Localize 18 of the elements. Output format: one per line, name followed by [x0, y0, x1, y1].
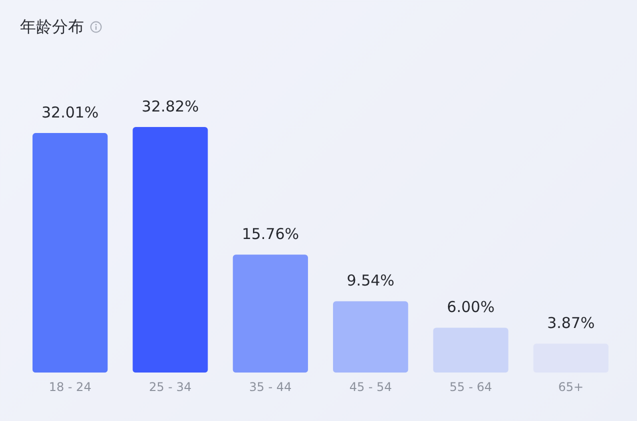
x-tick-label: 45 - 54: [349, 380, 392, 394]
chart-title: 年龄分布: [20, 17, 84, 37]
x-tick-label: 65+: [558, 380, 584, 394]
bar: [333, 301, 408, 373]
data-label: 32.82%: [142, 97, 199, 116]
x-tick-label: 25 - 34: [149, 380, 192, 394]
x-tick-label: 35 - 44: [249, 380, 292, 394]
data-label: 32.01%: [41, 103, 99, 122]
bar: [433, 328, 508, 373]
data-label: 6.00%: [446, 298, 495, 316]
bar: [32, 133, 108, 373]
data-label: 3.87%: [547, 314, 595, 332]
data-label: 9.54%: [346, 272, 394, 290]
bar: [232, 254, 308, 373]
data-label: 15.76%: [242, 225, 300, 244]
bar: [132, 127, 208, 373]
x-tick-label: 18 - 24: [48, 380, 92, 394]
x-tick-label: 55 - 64: [450, 380, 492, 394]
